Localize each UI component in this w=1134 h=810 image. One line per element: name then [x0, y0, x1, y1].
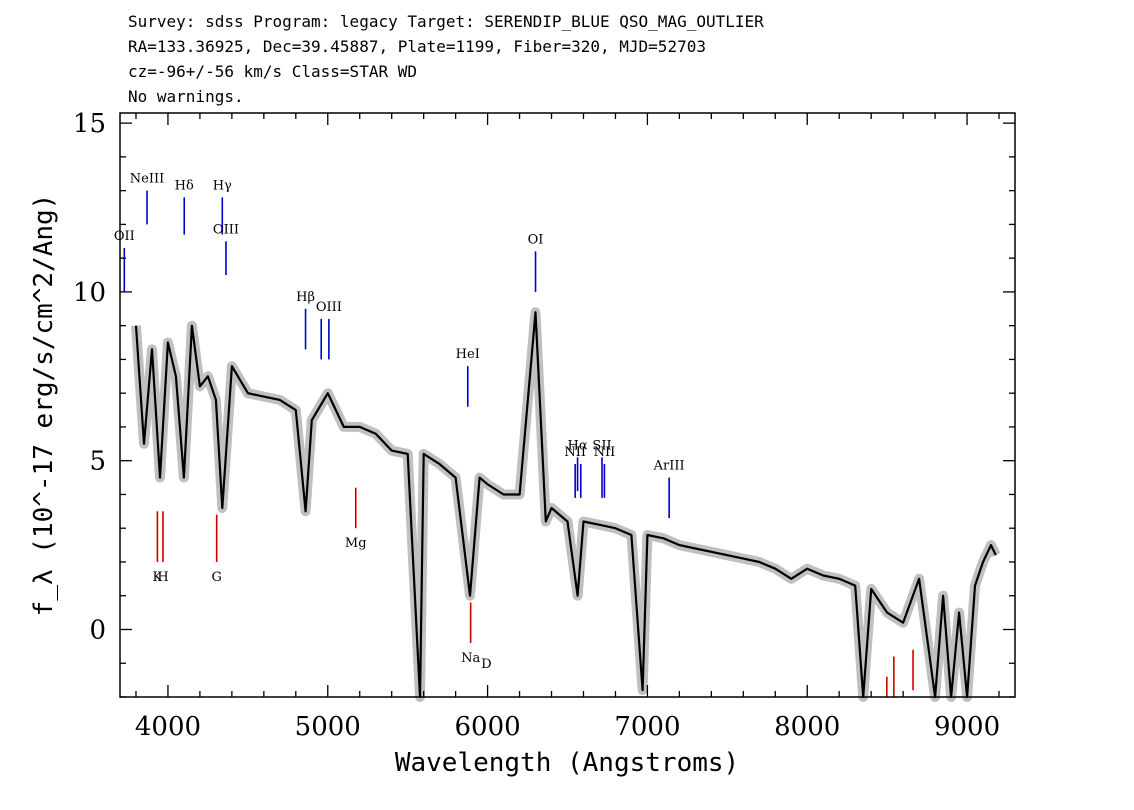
header-line-2: RA=133.36925, Dec=39.45887, Plate=1199, … [128, 37, 706, 56]
flux-line [134, 311, 997, 699]
emission-line-label: Hα [568, 438, 588, 453]
emission-line-label: OIII [213, 222, 239, 237]
emission-line-label: OII [114, 229, 135, 244]
x-tick-label: 9000 [934, 712, 1000, 742]
x-tick-label: 4000 [135, 712, 201, 742]
header-line-1: Survey: sdss Program: legacy Target: SER… [128, 12, 764, 31]
absorption-line-label: H [157, 570, 168, 585]
emission-line-label: HeI [456, 347, 480, 362]
plot-frame [119, 112, 1016, 698]
absorption-line-label: Mg [345, 536, 367, 551]
flux-series [134, 311, 997, 699]
y-axis-title: f_λ (10^-17 erg/s/cm^2/Ang) [29, 194, 59, 617]
emission-line-label: SII [592, 438, 611, 453]
emission-line-label: Hδ [175, 178, 194, 193]
emission-line-label: OIII [316, 300, 342, 315]
emission-line-label: Hβ [296, 290, 315, 305]
x-axis-title: Wavelength (Angstroms) [395, 748, 739, 778]
line-label-extra: D [481, 657, 491, 672]
emission-line-label: ArIII [653, 459, 685, 474]
y-tick-label: 10 [73, 278, 106, 308]
header-block: Survey: sdss Program: legacy Target: SER… [128, 12, 764, 106]
axis-ticks [120, 113, 1015, 698]
header-line-4: No warnings. [128, 87, 244, 106]
header-line-3: cz=-96+/-56 km/s Class=STAR WD [128, 62, 417, 81]
absorption-line-label: G [211, 570, 221, 585]
x-tick-label: 8000 [774, 712, 840, 742]
y-tick-label: 0 [89, 615, 106, 645]
y-tick-label: 5 [89, 447, 106, 477]
emission-line-label: Hγ [213, 178, 232, 193]
absorption-line-label: K [153, 570, 163, 585]
absorption-line-label: Na [461, 651, 480, 666]
emission-line-label: OI [528, 232, 544, 247]
y-tick-label: 15 [73, 109, 106, 139]
x-tick-label: 6000 [455, 712, 521, 742]
x-tick-label: 5000 [295, 712, 361, 742]
emission-line-label: NII [564, 445, 586, 460]
axis-tick-labels: 4000 5000 6000 7000 8000 9000 0 5 10 15 [73, 109, 1000, 742]
emission-line-label: NeIII [130, 172, 164, 187]
emission-line-label: NII [594, 445, 616, 460]
x-tick-label: 7000 [614, 712, 680, 742]
